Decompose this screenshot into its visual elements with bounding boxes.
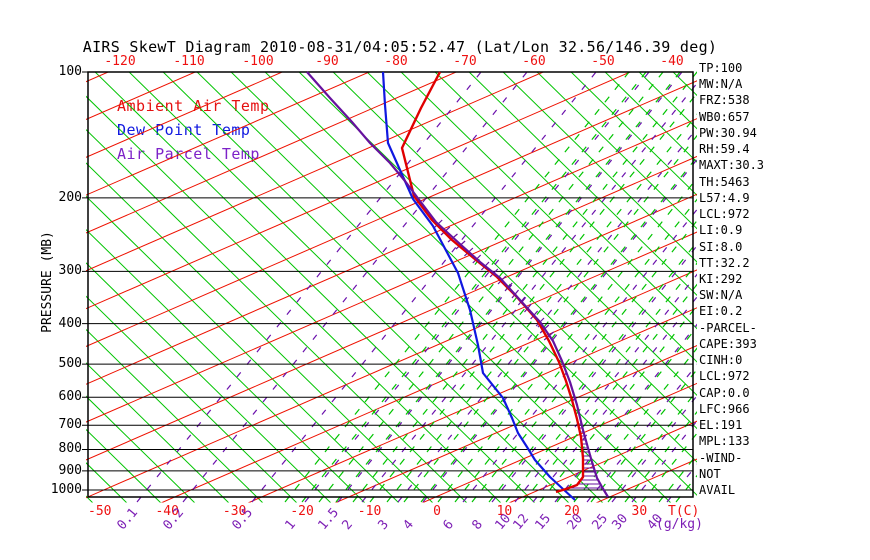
bottom-axis-tick: 0 xyxy=(433,504,441,519)
stat-line: PW:30.94 xyxy=(699,125,757,140)
stat-line: SW:N/A xyxy=(699,288,743,303)
pressure-tick: 900 xyxy=(58,462,82,478)
top-axis-tick: -40 xyxy=(660,54,684,69)
stat-line: WB0:657 xyxy=(699,109,750,124)
stat-line: CAPE:393 xyxy=(699,336,757,351)
stat-line: MW:N/A xyxy=(699,77,743,92)
pressure-tick: 300 xyxy=(58,263,82,279)
stat-line: -PARCEL- xyxy=(699,320,757,335)
stat-line: LCL:972 xyxy=(699,369,750,384)
page-title: AIRS SkewT Diagram 2010-08-31/04:05:52.4… xyxy=(82,38,718,56)
bottom-axis-tick: -10 xyxy=(357,504,382,519)
pressure-tick: 500 xyxy=(58,356,82,372)
stat-line: CAP:0.0 xyxy=(699,385,750,400)
legend-ambient-air-temp: Ambient Air Temp xyxy=(117,97,270,115)
stat-line: EL:191 xyxy=(699,418,743,433)
bottom-axis-tick: -40 xyxy=(155,504,179,519)
pressure-tick: 800 xyxy=(58,441,82,457)
bottom-axis-tick: -50 xyxy=(88,504,112,519)
bottom-axis-tick: 10 xyxy=(496,504,513,519)
stat-line: LFC:966 xyxy=(699,401,750,416)
pressure-tick: 400 xyxy=(58,315,82,331)
bottom-axis-tick: -20 xyxy=(290,504,314,519)
bottom-axis-tick: 30 xyxy=(631,504,648,519)
top-axis-tick: -90 xyxy=(315,54,339,69)
bottom-axis-tick: -30 xyxy=(222,504,247,519)
stat-line: L57:4.9 xyxy=(699,190,750,205)
top-axis-tick: -120 xyxy=(104,54,136,69)
stat-line: MPL:133 xyxy=(699,434,750,449)
stat-line: SI:8.0 xyxy=(699,239,743,254)
top-axis-tick: -50 xyxy=(591,54,615,69)
stat-line: -WIND- xyxy=(699,450,743,465)
stat-line: KI:292 xyxy=(699,271,743,286)
bottom-axis-tick: 20 xyxy=(564,504,580,519)
stat-line: CINH:0 xyxy=(699,353,743,368)
stat-line: FRZ:538 xyxy=(699,93,750,108)
pressure-tick: 700 xyxy=(58,417,82,433)
stat-line: TP:100 xyxy=(699,61,743,75)
top-axis-tick: -80 xyxy=(384,54,408,69)
stat-line: LI:0.9 xyxy=(699,223,743,238)
pressure-tick: 200 xyxy=(58,189,82,205)
top-axis-tick: -100 xyxy=(242,54,274,69)
stat-line: RH:59.4 xyxy=(699,142,750,157)
stat-line: TT:32.2 xyxy=(699,255,750,270)
temp-unit-label: T(C) xyxy=(668,504,700,519)
pressure-tick: 1000 xyxy=(50,482,82,497)
pressure-tick: 100 xyxy=(58,64,82,79)
stat-line: NOT xyxy=(699,466,721,481)
mixing-ratio-unit-label: (g/kg) xyxy=(656,517,703,532)
stat-line: AVAIL xyxy=(699,482,736,497)
stat-line: EI:0.2 xyxy=(699,304,743,319)
stat-line: LCL:972 xyxy=(699,207,750,222)
stat-line: MAXT:30.3 xyxy=(699,158,765,173)
top-axis-tick: -60 xyxy=(522,54,546,69)
top-axis-tick: -110 xyxy=(173,54,205,69)
pressure-tick: 600 xyxy=(58,389,82,405)
top-axis-tick: -70 xyxy=(453,54,477,69)
stat-line: TH:5463 xyxy=(699,174,750,189)
